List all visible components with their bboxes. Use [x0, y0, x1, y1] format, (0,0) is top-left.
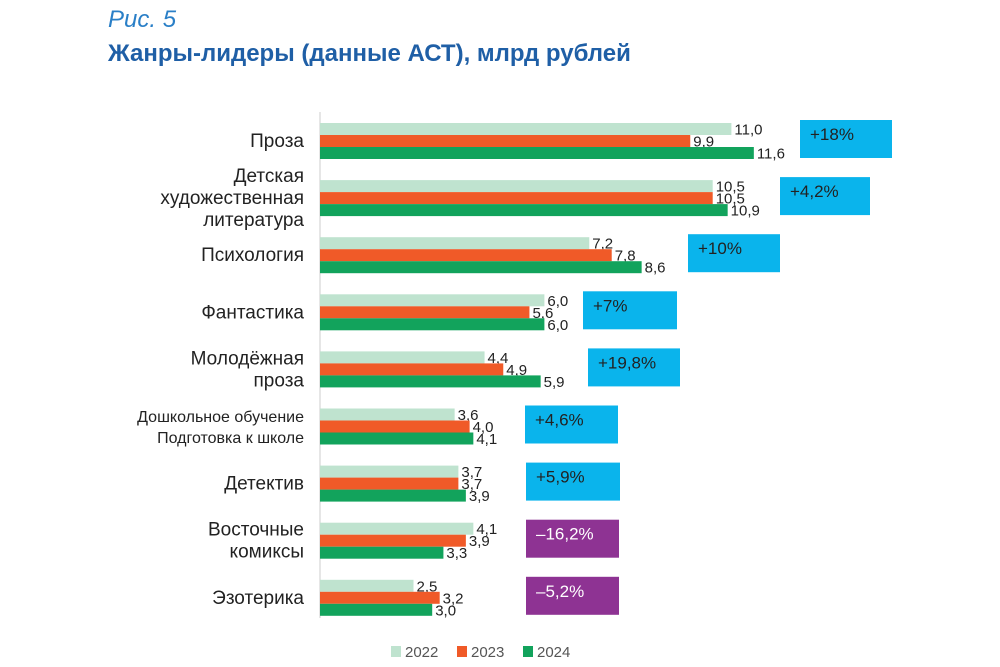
bar-2024: [320, 147, 754, 159]
change-label: +18%: [810, 125, 854, 144]
category-label: Детектив: [224, 474, 304, 495]
bar-2023: [320, 420, 470, 433]
bar-2022: [320, 351, 485, 364]
category-label: Фантастика: [201, 302, 304, 323]
legend-swatch-2022: [391, 646, 401, 657]
value-label-2022: 3,6: [458, 407, 479, 424]
value-label-2024: 5,9: [544, 374, 565, 391]
bar-2022: [320, 579, 414, 592]
bar-2023: [320, 477, 459, 490]
value-label-2022: 11,0: [734, 122, 762, 139]
value-label-2024: 6,0: [547, 317, 568, 334]
legend-label-2024: 2024: [537, 644, 570, 661]
value-label-2023: 7,8: [615, 248, 636, 265]
bar-2024: [320, 204, 728, 217]
value-label-2023: 10,5: [716, 191, 745, 208]
value-label-2022: 2,5: [417, 578, 438, 595]
bar-2024: [320, 603, 433, 616]
figure-label: Рис. 5: [108, 6, 177, 33]
value-label-2023: 3,9: [469, 533, 490, 550]
bar-2022: [320, 180, 713, 193]
bar-2023: [320, 306, 530, 319]
value-label-2024: 3,3: [446, 545, 467, 562]
change-badge: [525, 405, 618, 444]
change-label: +4,6%: [535, 411, 584, 430]
change-badge: [800, 120, 892, 158]
bar-2023: [320, 249, 612, 262]
value-label-2022: 4,1: [476, 521, 497, 538]
change-label: +19,8%: [598, 353, 656, 372]
category-label: Молодёжная проза: [191, 348, 305, 391]
category-label: Психология: [201, 245, 304, 266]
bar-2022: [320, 294, 545, 307]
bar-2023: [320, 135, 691, 147]
value-label-2024: 8,6: [645, 260, 666, 277]
legend-swatch-2023: [457, 646, 467, 657]
bar-2022: [320, 237, 590, 250]
bar-2023: [320, 363, 504, 376]
value-label-2023: 4,0: [473, 419, 494, 436]
bar-2024: [320, 375, 541, 388]
bar-2022: [320, 522, 474, 535]
value-label-2023: 3,7: [461, 476, 482, 493]
value-label-2022: 3,7: [461, 464, 482, 481]
bar-2024: [320, 318, 545, 331]
legend-swatch-2024: [523, 646, 533, 657]
category-label: Восточные комиксы: [208, 520, 304, 563]
change-badge: [526, 576, 619, 615]
category-label: Дошкольное обучение Подготовка к школе: [137, 409, 304, 447]
bar-2024: [320, 261, 642, 274]
legend-label-2022: 2022: [405, 644, 438, 661]
bar-2022: [320, 408, 455, 421]
bar-2022: [320, 123, 732, 135]
value-label-2022: 7,2: [592, 236, 613, 253]
chart-title: Жанры-лидеры (данные АСТ), млрд рублей: [108, 40, 631, 67]
change-label: –5,2%: [536, 582, 584, 601]
change-badge: [588, 348, 680, 387]
value-label-2024: 3,9: [469, 488, 490, 505]
value-label-2024: 3,0: [435, 602, 456, 619]
change-badge: [526, 462, 620, 501]
change-label: +7%: [593, 296, 628, 315]
change-badge: [780, 177, 870, 216]
value-label-2022: 10,5: [716, 179, 745, 196]
change-label: +5,9%: [536, 468, 585, 487]
legend-label-2023: 2023: [471, 644, 504, 661]
change-label: –16,2%: [536, 525, 594, 544]
bar-2023: [320, 591, 440, 604]
bar-2024: [320, 432, 474, 445]
value-label-2023: 9,9: [693, 134, 714, 151]
bar-2024: [320, 546, 444, 559]
bar-2023: [320, 192, 713, 205]
change-label: +4,2%: [790, 182, 839, 201]
value-label-2024: 10,9: [731, 203, 760, 220]
bar-2023: [320, 534, 466, 547]
category-label: Эзотерика: [212, 588, 304, 609]
change-badge: [526, 519, 619, 558]
category-label: Детская художественная литература: [160, 166, 304, 231]
bar-2022: [320, 465, 459, 478]
change-label: +10%: [698, 239, 742, 258]
change-badge: [688, 234, 780, 273]
value-label-2023: 5,6: [532, 305, 553, 322]
category-label: Проза: [250, 131, 304, 152]
value-label-2023: 4,9: [506, 362, 527, 379]
value-label-2024: 4,1: [476, 431, 497, 448]
value-label-2022: 6,0: [547, 293, 568, 310]
value-label-2024: 11,6: [757, 146, 785, 163]
value-label-2023: 3,2: [443, 590, 464, 607]
bar-2024: [320, 489, 466, 502]
change-badge: [583, 291, 677, 330]
value-label-2022: 4,4: [488, 350, 509, 367]
